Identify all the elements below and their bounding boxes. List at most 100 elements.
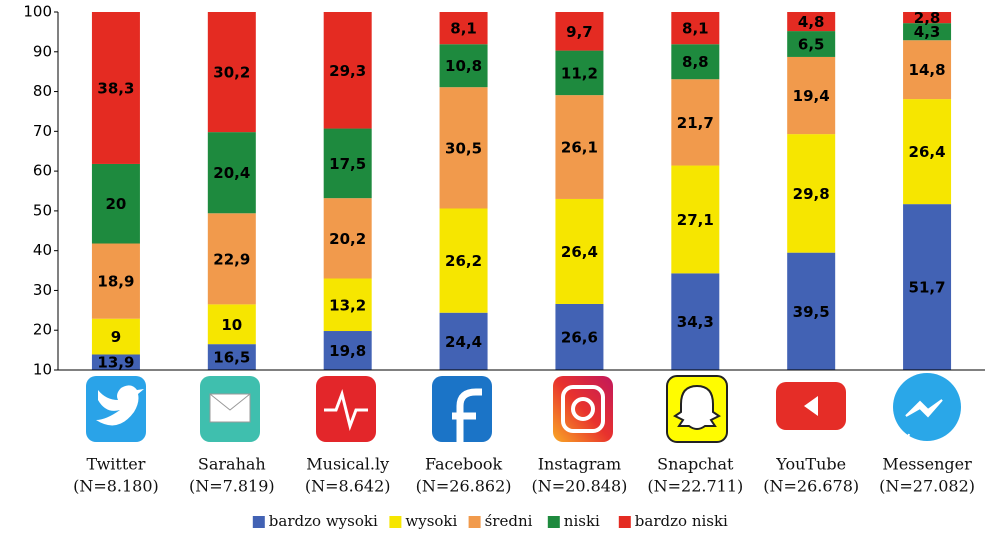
data-label: 8,1 xyxy=(450,20,477,38)
data-label: 16,5 xyxy=(213,349,250,367)
bar-segment xyxy=(207,12,256,133)
bar-segment xyxy=(323,278,372,332)
bar-segment xyxy=(555,198,604,304)
bar-segment xyxy=(91,354,140,370)
instagram-icon xyxy=(553,376,613,442)
data-label: 9 xyxy=(111,328,121,346)
data-label: 26,4 xyxy=(561,243,598,261)
bar-segment xyxy=(207,132,256,214)
bar-segment xyxy=(323,12,372,129)
bar-segment xyxy=(903,40,952,100)
bar-segment xyxy=(787,56,836,135)
bar-segment xyxy=(555,50,604,96)
bar-segment xyxy=(671,44,720,80)
data-label: 6,5 xyxy=(798,36,825,54)
bar-segment xyxy=(439,87,488,209)
bar-segment xyxy=(439,312,488,370)
data-label: 26,1 xyxy=(561,139,598,157)
data-label: 19,8 xyxy=(329,342,366,360)
x-tick-label: Sarahah xyxy=(198,455,266,474)
x-tick-label: Messenger xyxy=(882,455,972,474)
y-tick-label: 50 xyxy=(33,201,52,219)
twitter-glyph xyxy=(96,385,144,426)
bar-segment xyxy=(323,198,372,279)
data-label: 34,3 xyxy=(677,313,714,331)
bar-segment xyxy=(787,31,836,57)
x-tick-note: (N=20.848) xyxy=(532,477,628,496)
bar-segment xyxy=(555,95,604,199)
x-tick-label: Musical.ly xyxy=(306,455,389,474)
data-label: 38,3 xyxy=(97,79,134,97)
legend-swatch xyxy=(547,516,560,528)
bar-segment xyxy=(555,303,604,370)
data-label: 10 xyxy=(221,316,242,334)
plot-area xyxy=(91,12,952,370)
x-tick-label: Facebook xyxy=(425,455,502,474)
x-tick-note: (N=22.711) xyxy=(647,477,743,496)
y-tick-label: 100 xyxy=(23,3,52,21)
instagram-glyph xyxy=(561,385,605,433)
y-tick-label: 40 xyxy=(33,241,52,259)
icons xyxy=(86,373,961,449)
data-label: 22,9 xyxy=(213,250,250,268)
data-label: 9,7 xyxy=(566,23,593,41)
data-label: 26,4 xyxy=(909,143,946,161)
bar-segment xyxy=(671,273,720,370)
bar-segment xyxy=(323,128,372,199)
data-label: 13,2 xyxy=(329,296,366,314)
bar-segment xyxy=(787,252,836,370)
data-label: 39,5 xyxy=(793,303,830,321)
bar-segment xyxy=(671,165,720,274)
data-label: 20,2 xyxy=(329,230,366,248)
messenger-glyph xyxy=(904,399,943,449)
data-label: 30,2 xyxy=(213,64,250,82)
x-tick-note: (N=26.862) xyxy=(416,477,512,496)
data-label: 30,5 xyxy=(445,139,482,157)
data-label: 4,8 xyxy=(798,13,825,31)
y-tick-label: 20 xyxy=(33,321,52,339)
bar-segment xyxy=(91,12,140,164)
data-label: 8,8 xyxy=(682,53,709,71)
bar-segment xyxy=(903,204,952,370)
legend-label: wysoki xyxy=(405,512,457,530)
legend-swatch xyxy=(468,516,481,528)
bar-segment xyxy=(91,243,140,319)
x-tick-note: (N=7.819) xyxy=(189,477,275,496)
data-label: 18,9 xyxy=(97,273,134,291)
bar-segment xyxy=(787,134,836,253)
data-label: 20 xyxy=(106,195,127,213)
bar-segment xyxy=(787,12,836,32)
bar-segment xyxy=(903,12,952,24)
legend-label: średni xyxy=(485,512,533,530)
data-label: 10,8 xyxy=(445,57,482,75)
instagram-glyph xyxy=(571,397,595,421)
sarahah-glyph xyxy=(209,393,251,423)
data-label: 2,8 xyxy=(914,9,941,27)
y-tick-label: 80 xyxy=(33,82,52,100)
legend-label: niski xyxy=(564,512,600,530)
bar-segment xyxy=(207,304,256,345)
x-tick-note: (N=26.678) xyxy=(763,477,859,496)
legend-label: bardzo niski xyxy=(635,512,728,530)
x-tick-note: (N=8.180) xyxy=(73,477,159,496)
x-tick-note: (N=27.082) xyxy=(879,477,975,496)
sarahah-glyph xyxy=(209,393,251,411)
data-label: 20,4 xyxy=(213,164,250,182)
facebook-glyph xyxy=(452,388,482,442)
y-tick-label: 90 xyxy=(33,42,52,60)
bar-segment xyxy=(91,163,140,244)
y-tick-label: 10 xyxy=(33,361,52,379)
data-label: 29,8 xyxy=(793,185,830,203)
data-label: 19,4 xyxy=(793,87,830,105)
data-label: 14,8 xyxy=(909,61,946,79)
bar-segment xyxy=(439,208,488,313)
bar-segment xyxy=(439,44,488,88)
data-label: 24,4 xyxy=(445,333,482,351)
x-tick-label: Instagram xyxy=(538,455,621,474)
bar-segment xyxy=(91,318,140,355)
legend-swatch xyxy=(389,516,402,528)
bar-segment xyxy=(439,12,488,45)
y-tick-label: 70 xyxy=(33,122,52,140)
data-label: 26,2 xyxy=(445,252,482,270)
